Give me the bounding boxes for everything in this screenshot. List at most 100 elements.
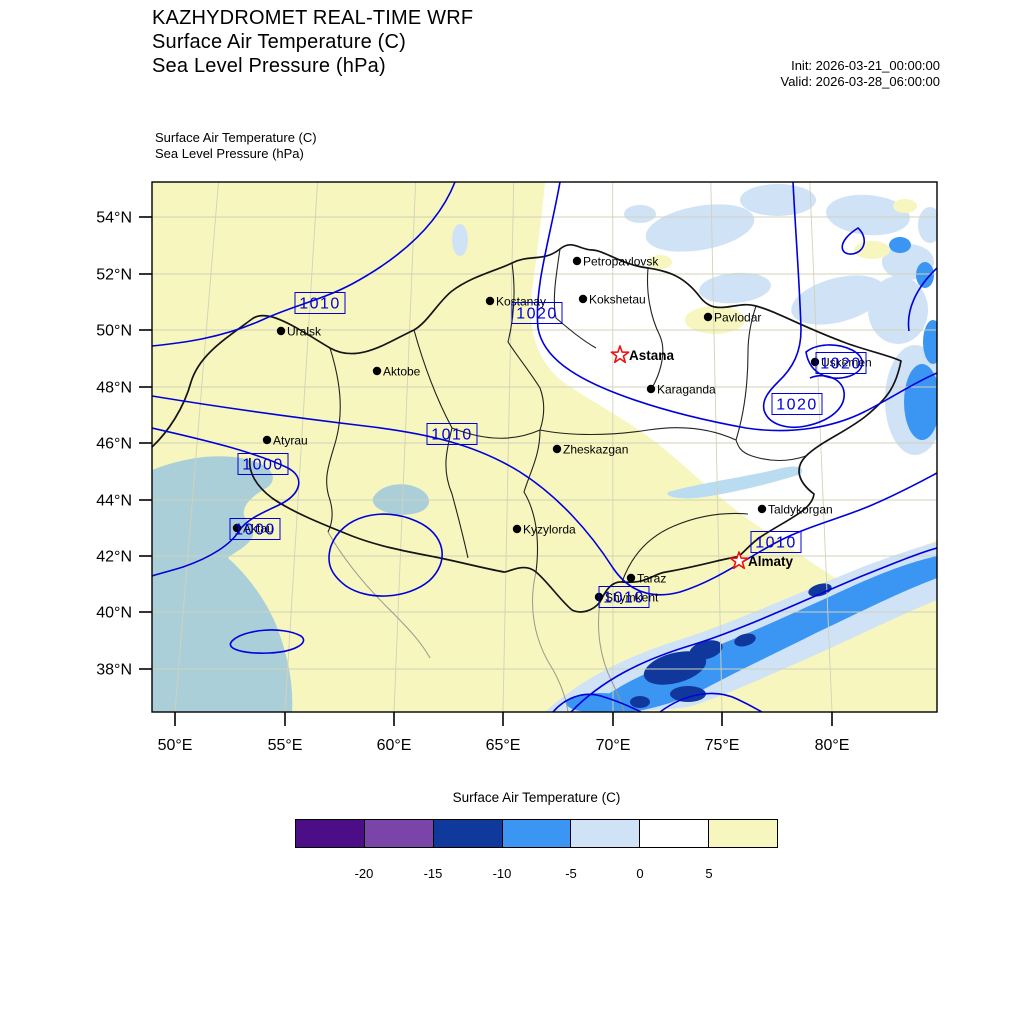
isobar-contour	[229, 629, 305, 654]
temp-patch-minus15to-10	[689, 640, 723, 660]
city-dot-icon	[552, 444, 562, 454]
city-dot-icon	[626, 573, 636, 583]
temp-patch-minus15to-10	[630, 696, 650, 708]
oblast-boundary	[507, 262, 545, 431]
panel-legend: Surface Air Temperature (C) Sea Level Pr…	[155, 130, 317, 162]
subtitle-temperature: Surface Air Temperature (C)	[152, 31, 407, 53]
city-label: Atyrau	[273, 434, 308, 448]
temp-patch-minus15to-10	[643, 651, 707, 685]
isobar-label-box	[771, 393, 823, 415]
graticule-meridian	[174, 182, 219, 712]
colorbar	[295, 819, 779, 848]
temp-patch-minus5to0	[452, 224, 468, 256]
temp-patch-minus10to-5	[923, 320, 937, 364]
page-title: KAZHYDROMET REAL-TIME WRF	[152, 7, 474, 29]
isobar-contour	[552, 693, 642, 712]
isobar-label: 1020	[776, 397, 818, 414]
isobar-contour	[762, 182, 845, 428]
lon-tick-label: 70°E	[596, 737, 631, 754]
isobar-label: 1010	[431, 427, 473, 444]
lon-tick-label: 55°E	[268, 737, 303, 754]
isobar-contour	[805, 344, 864, 379]
city-label: Astana	[629, 348, 675, 363]
graticule-meridian	[710, 182, 723, 712]
oblast-boundary	[326, 347, 341, 533]
isobar-label-box	[294, 292, 346, 314]
temp-patch-minus10to-5	[889, 237, 911, 253]
caspian-sea	[152, 456, 293, 712]
city-label: Almaty	[748, 554, 794, 569]
temp-patch-warm	[648, 255, 672, 269]
graticule-meridian	[284, 182, 318, 712]
city-label: Uskemen	[821, 356, 872, 370]
colorbar-segment	[295, 819, 365, 848]
temp-patch-minus5to0	[918, 207, 937, 243]
lat-tick-label: 42°N	[96, 549, 132, 566]
lat-tick-label: 46°N	[96, 436, 132, 453]
city-dot-icon	[262, 435, 272, 445]
temp-patch-minus10to-5	[904, 364, 937, 440]
city-dot-icon	[572, 256, 582, 266]
isobar-label-box	[750, 531, 802, 553]
lon-tick-label: 80°E	[815, 737, 850, 754]
foreign-border	[532, 571, 569, 712]
temp-patch-minus5to0	[624, 205, 656, 223]
isobar-contour	[152, 395, 937, 596]
isobar-label-box	[815, 352, 867, 374]
isobar-label: 1020	[516, 306, 558, 323]
lat-tick-label: 52°N	[96, 267, 132, 284]
graticule-meridian	[502, 182, 515, 712]
colorbar-tick-label: -20	[354, 866, 374, 881]
lake	[372, 484, 430, 515]
panel-legend-line2: Sea Level Pressure (hPa)	[155, 146, 304, 161]
lat-tick-label: 40°N	[96, 605, 132, 622]
lat-tick-label: 44°N	[96, 493, 132, 510]
colorbar-segment	[363, 819, 434, 848]
colorbar-tick-label: -5	[565, 866, 577, 881]
colorbar-tick-label: -10	[492, 866, 512, 881]
lon-tick-label: 75°E	[705, 737, 740, 754]
city-label: Petropavlovsk	[583, 255, 659, 269]
isobar-contour	[659, 692, 763, 712]
city-label: Zheskazgan	[563, 443, 628, 457]
colorbar-segment	[639, 819, 710, 848]
isobar-contour	[570, 547, 937, 712]
lake	[667, 466, 803, 499]
lon-tick-label: 65°E	[486, 737, 521, 754]
isobar-contour	[152, 182, 456, 347]
temp-patch-minus15to-10	[670, 686, 706, 702]
capital-star-icon	[610, 345, 630, 364]
map-frame	[151, 181, 938, 713]
isobar-label: 1010	[755, 535, 797, 552]
temp-patch-warm	[854, 241, 890, 259]
graticule-meridian	[393, 182, 417, 712]
isobar-contour	[328, 513, 443, 597]
lat-tick-label: 54°N	[96, 210, 132, 227]
oblast-boundary	[451, 427, 541, 439]
isobar-label: 1010	[603, 590, 645, 607]
isobar-label-box	[426, 423, 478, 445]
lon-tick-label: 60°E	[377, 737, 412, 754]
temp-patch-warm	[685, 306, 745, 334]
colorbar-tick-label: 5	[705, 866, 713, 881]
panel-legend-line1: Surface Air Temperature (C)	[155, 130, 317, 145]
temp-patch-minus5to0	[740, 184, 816, 216]
colorbar-segment	[570, 819, 641, 848]
oblast-boundary	[413, 329, 469, 559]
temp-patch-minus15to-10	[734, 633, 756, 647]
valid-time: Valid: 2026-03-28_06:00:00	[780, 74, 941, 89]
oblast-boundary	[735, 439, 807, 462]
temp-patch-minus10to-5	[916, 262, 934, 288]
subtitle-pressure: Sea Level Pressure (hPa)	[152, 55, 386, 77]
isobar-label: 1000	[242, 457, 284, 474]
city-label: Taldykorgan	[768, 503, 833, 517]
isobar-label: 1020	[820, 356, 862, 373]
temp-patch-warm	[893, 199, 917, 213]
city-label: Kokshetau	[589, 293, 646, 307]
city-dot-icon	[485, 296, 495, 306]
lat-tick-label: 50°N	[96, 323, 132, 340]
city-dot-icon	[232, 523, 242, 533]
city-label: Taraz	[637, 572, 666, 586]
foreign-border	[327, 531, 431, 659]
isobar-label-box	[229, 518, 281, 540]
